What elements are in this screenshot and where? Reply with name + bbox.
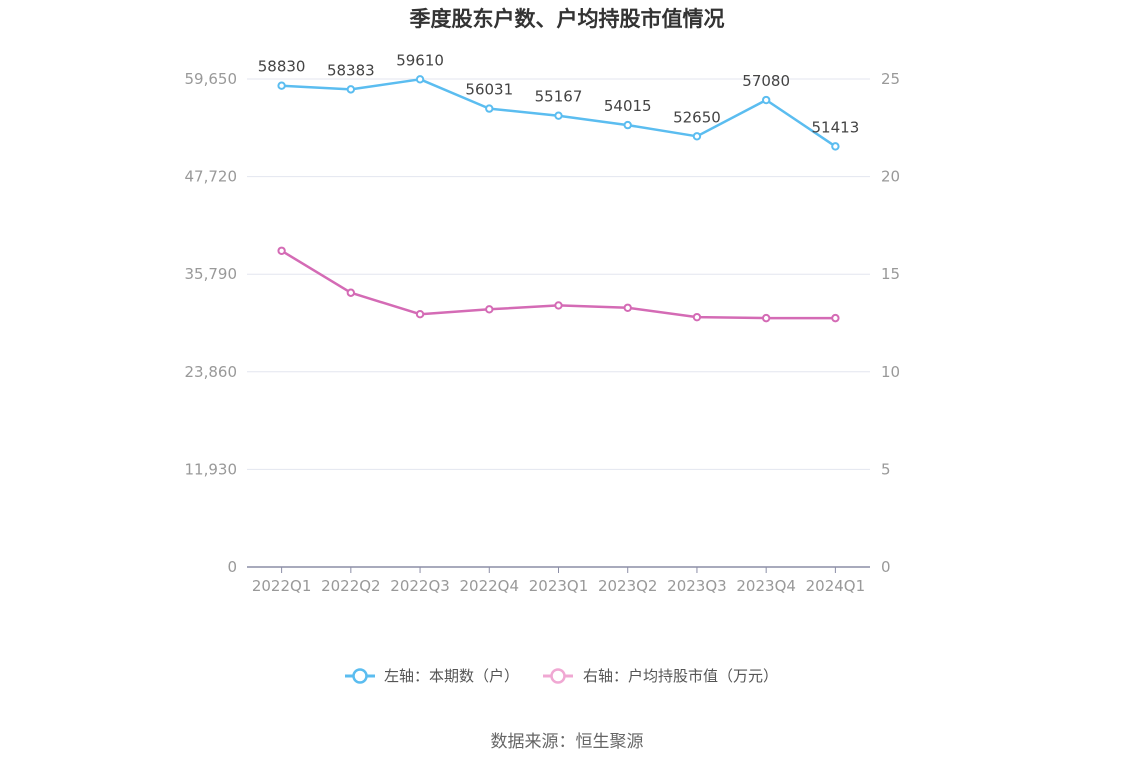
x-axis-tick-label: 2022Q3 bbox=[390, 577, 450, 595]
legend-item-right-series[interactable]: 右轴：户均持股市值（万元） bbox=[543, 667, 778, 685]
right-axis-tick-label: 20 bbox=[881, 168, 900, 186]
data-point bbox=[485, 305, 494, 314]
data-label: 54015 bbox=[604, 97, 652, 115]
data-label: 56031 bbox=[465, 81, 513, 99]
right-axis-tick-label: 0 bbox=[881, 558, 891, 576]
right-axis-tick-label: 25 bbox=[881, 70, 900, 88]
legend-label-left-series: 左轴：本期数（户） bbox=[384, 667, 519, 685]
x-axis-tick-label: 2024Q1 bbox=[806, 577, 866, 595]
x-axis-tick-label: 2022Q1 bbox=[252, 577, 312, 595]
data-label: 58383 bbox=[327, 61, 375, 79]
series-layer bbox=[277, 75, 840, 323]
data-point bbox=[831, 313, 840, 323]
grid-layer bbox=[247, 78, 870, 470]
legend-item-left-series[interactable]: 左轴：本期数（户） bbox=[345, 667, 519, 685]
legend-marker-right-series bbox=[550, 668, 566, 684]
data-point bbox=[415, 75, 425, 84]
x-axis-tick-label: 2023Q4 bbox=[736, 577, 796, 595]
data-point bbox=[761, 313, 771, 323]
legend[interactable]: 左轴：本期数（户） 右轴：户均持股市值（万元） bbox=[345, 667, 778, 685]
data-point bbox=[277, 81, 286, 90]
data-point bbox=[692, 132, 702, 141]
data-label: 59610 bbox=[396, 51, 444, 69]
data-point bbox=[277, 246, 286, 255]
data-label: 58830 bbox=[258, 58, 306, 76]
data-point bbox=[346, 85, 356, 94]
left-axis-tick-label: 47,720 bbox=[185, 168, 238, 186]
left-axis-tick-label: 35,790 bbox=[185, 265, 238, 283]
data-point bbox=[623, 303, 632, 312]
x-axis-tick-label: 2023Q3 bbox=[667, 577, 727, 595]
legend-marker-left-series bbox=[352, 668, 368, 684]
data-point bbox=[554, 301, 563, 310]
data-label: 55167 bbox=[535, 88, 583, 106]
legend-label-right-series: 右轴：户均持股市值（万元） bbox=[583, 667, 778, 685]
chart-title: 季度股东户数、户均持股市值情况 bbox=[410, 7, 725, 31]
data-point bbox=[692, 312, 702, 322]
data-label: 57080 bbox=[742, 72, 790, 90]
data-point bbox=[346, 288, 356, 297]
data-point bbox=[761, 95, 771, 105]
data-point bbox=[415, 310, 425, 319]
left-axis-tick-label: 23,860 bbox=[185, 363, 238, 381]
data-label: 51413 bbox=[812, 118, 860, 136]
x-axis-tick-label: 2023Q2 bbox=[598, 577, 658, 595]
left-axis-tick-label: 0 bbox=[227, 558, 237, 576]
label-layer: 58830 58383 59610 56031 55167 54015 52650 57080… bbox=[258, 51, 859, 136]
data-label: 52650 bbox=[673, 108, 721, 126]
left-axis-tick-label: 59,650 bbox=[185, 70, 238, 88]
right-axis-tick-label: 5 bbox=[881, 460, 891, 478]
left-axis-tick-label: 11,930 bbox=[185, 460, 238, 478]
data-point bbox=[831, 142, 840, 151]
right-axis-tick-label: 15 bbox=[881, 265, 900, 283]
data-source-note: 数据来源：恒生聚源 bbox=[491, 732, 644, 752]
data-point bbox=[623, 120, 632, 130]
axis-layer: 011,93023,86035,79047,72059,650051015202… bbox=[185, 70, 901, 595]
x-axis-tick-label: 2022Q4 bbox=[460, 577, 520, 595]
data-point bbox=[485, 104, 494, 113]
data-point bbox=[554, 111, 563, 120]
x-axis-tick-label: 2023Q1 bbox=[529, 577, 589, 595]
x-axis-tick-label: 2022Q2 bbox=[321, 577, 381, 595]
right-axis-tick-label: 10 bbox=[881, 363, 900, 381]
